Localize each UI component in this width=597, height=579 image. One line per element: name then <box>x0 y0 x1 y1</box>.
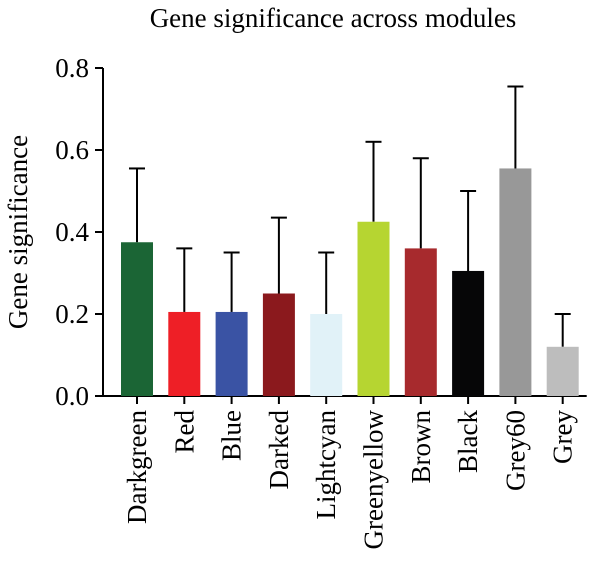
bar-lightcyan <box>310 314 343 396</box>
x-tick-label: Darkgreen <box>122 410 152 524</box>
bar-grey <box>546 346 579 396</box>
x-tick-label: Grey60 <box>500 410 530 491</box>
x-tick-label: Lightcyan <box>311 410 341 520</box>
y-tick-label: 0.0 <box>55 381 89 411</box>
y-tick-label: 0.8 <box>55 53 89 83</box>
bar-darkgreen <box>121 242 153 396</box>
bar-red <box>168 311 201 396</box>
x-tick-label: Greenyellow <box>359 410 389 550</box>
x-tick-label: Grey <box>548 410 578 464</box>
x-tick-label: Darked <box>264 410 294 490</box>
bar-darked <box>262 293 295 396</box>
y-tick-label: 0.2 <box>55 299 89 329</box>
x-tick-label: Brown <box>406 410 436 484</box>
y-axis-label: Gene significance <box>3 135 33 329</box>
bar-black <box>452 270 485 396</box>
bar-grey60 <box>499 168 532 396</box>
x-tick-label: Black <box>453 410 483 473</box>
x-tick-label: Red <box>169 410 199 454</box>
y-tick-label: 0.6 <box>55 135 89 165</box>
x-tick-label: Blue <box>217 410 247 461</box>
y-tick-label: 0.4 <box>55 217 89 247</box>
bar-brown <box>404 248 437 396</box>
bar-blue <box>215 311 248 396</box>
bar-greenyellow <box>357 221 390 396</box>
chart-title: Gene significance across modules <box>150 3 517 33</box>
plot-area: 0.0 0.2 0.4 0.6 0.8 Darkgreen Red Blue Darked Lig… <box>55 53 587 550</box>
